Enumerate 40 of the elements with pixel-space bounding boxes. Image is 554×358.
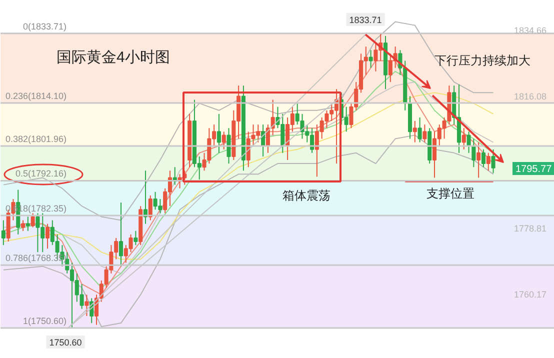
candlestick bbox=[26, 216, 30, 232]
candlestick bbox=[134, 230, 138, 246]
annotation: 1833.71 bbox=[349, 14, 382, 25]
candlestick bbox=[472, 138, 476, 168]
candlestick bbox=[368, 50, 373, 68]
candlestick bbox=[481, 148, 486, 168]
candlestick bbox=[148, 194, 152, 221]
annotation: 箱体震荡 bbox=[282, 188, 330, 202]
ref-line-label: 1(1750.60) bbox=[22, 316, 67, 326]
y-tick-label: 1816.08 bbox=[514, 91, 547, 102]
ref-line-label: 0.236(1814.10) bbox=[5, 90, 67, 101]
candlestick bbox=[216, 113, 221, 154]
candlestick bbox=[1, 220, 6, 246]
ref-line-label: 0.5(1792.16) bbox=[15, 168, 67, 179]
y-tick-label: 1834.66 bbox=[514, 26, 547, 36]
candlestick bbox=[46, 223, 50, 250]
candlestick bbox=[226, 128, 231, 164]
candlestick bbox=[422, 124, 427, 143]
candlestick bbox=[118, 202, 124, 267]
y-tick-label: 1778.81 bbox=[514, 224, 547, 234]
text: 1795.77 bbox=[516, 164, 552, 175]
candlestick bbox=[486, 152, 490, 172]
candlestick bbox=[462, 128, 466, 150]
annotation: 支撑位置 bbox=[426, 186, 474, 200]
annotation: 下行压力持续加大 bbox=[434, 54, 530, 68]
candlestick bbox=[491, 148, 496, 174]
candlestick bbox=[466, 131, 471, 154]
line-series bbox=[2, 134, 494, 328]
candlestick bbox=[84, 294, 89, 316]
ref-line-label: 0.382(1801.96) bbox=[5, 134, 67, 144]
ref-line-label: 0(1833.71) bbox=[22, 21, 67, 32]
candlestick bbox=[30, 212, 35, 228]
candlestick bbox=[222, 131, 226, 150]
candlestick bbox=[418, 116, 422, 143]
annotation: 1750.60 bbox=[49, 338, 82, 348]
candlestick bbox=[21, 220, 26, 232]
candlestick bbox=[412, 120, 417, 143]
text: 国际黄金4小时图 bbox=[56, 49, 170, 66]
y-tick-label: 1760.17 bbox=[514, 290, 547, 300]
candlestick bbox=[476, 142, 481, 178]
